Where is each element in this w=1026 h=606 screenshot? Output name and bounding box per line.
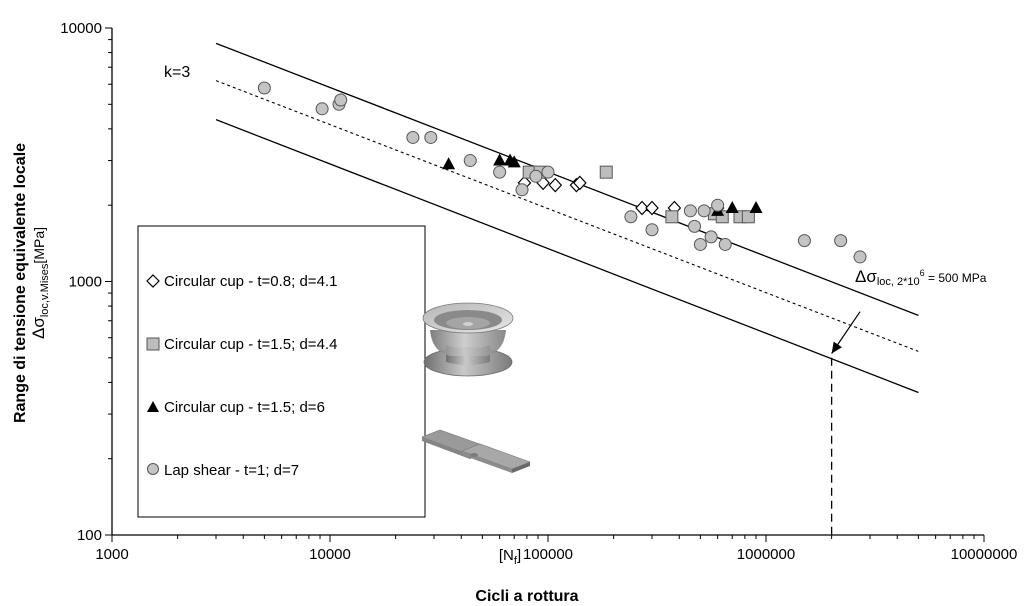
point-square-2 bbox=[599, 165, 613, 179]
point-circle-8 bbox=[515, 183, 529, 197]
fit-line-0 bbox=[215, 42, 919, 317]
point-circle-14 bbox=[688, 219, 702, 233]
legend-label-0: Circular cup - t=0.8; d=4.1 bbox=[164, 273, 337, 290]
y-tick-label-2: 10000 bbox=[60, 20, 102, 37]
x-tick-label-3: 1000000 bbox=[737, 546, 795, 563]
point-circle-4 bbox=[406, 130, 420, 144]
point-circle-22 bbox=[853, 250, 867, 264]
legend-label-2: Circular cup - t=1.5; d=6 bbox=[164, 399, 325, 416]
point-circle-20 bbox=[797, 234, 811, 248]
legend-item-2: Circular cup - t=1.5; d=6 bbox=[147, 399, 325, 416]
point-circle-18 bbox=[711, 198, 725, 212]
point-circle-13 bbox=[683, 204, 697, 218]
point-circle-6 bbox=[463, 154, 477, 168]
point-diamond-7 bbox=[645, 200, 659, 216]
fit-line-2 bbox=[215, 119, 919, 394]
point-circle-10 bbox=[541, 165, 555, 179]
point-circle-1 bbox=[315, 102, 329, 116]
x-tick-label-2: 100000 bbox=[523, 546, 573, 563]
point-diamond-6 bbox=[635, 200, 649, 216]
point-square-3 bbox=[665, 210, 679, 224]
x-tick-label-1: 10000 bbox=[309, 546, 351, 563]
legend-item-3: Lap shear - t=1; d=7 bbox=[147, 462, 299, 479]
point-triangle-1 bbox=[493, 153, 507, 166]
legend-marker-triangle bbox=[147, 401, 159, 412]
point-circle-3 bbox=[334, 93, 348, 107]
y-tick-label-0: 100 bbox=[77, 527, 102, 544]
legend-label-1: Circular cup - t=1.5; d=4.4 bbox=[164, 336, 337, 353]
point-square-7 bbox=[741, 210, 755, 224]
point-circle-7 bbox=[493, 165, 507, 179]
point-circle-15 bbox=[693, 237, 707, 251]
point-circle-11 bbox=[624, 210, 638, 224]
legend-marker-square bbox=[146, 337, 160, 351]
annotation-arrow bbox=[831, 311, 861, 354]
x-tick-label-0: 1000 bbox=[95, 546, 128, 563]
y-axis-unit: Δσloc,v.Mises[MPa] bbox=[29, 227, 51, 339]
legend: Circular cup - t=0.8; d=4.1 Circular cup… bbox=[137, 225, 426, 518]
x-axis-title: Cicli a rottura bbox=[475, 588, 578, 605]
point-triangle-3 bbox=[507, 155, 521, 168]
x-axis-extra-label: [Nf] bbox=[499, 547, 521, 567]
point-triangle-0 bbox=[442, 157, 456, 170]
axes: 1000 10000 100000 1000000 10000000 100 1000 100… bbox=[60, 20, 1017, 563]
point-circle-16 bbox=[697, 204, 711, 218]
point-circle-21 bbox=[834, 234, 848, 248]
fit-lines bbox=[215, 42, 919, 535]
arrow-head bbox=[831, 341, 842, 354]
point-circle-12 bbox=[645, 223, 659, 237]
point-diamond-5 bbox=[573, 175, 587, 191]
slope-annotation: k=3 bbox=[164, 64, 190, 81]
point-circle-5 bbox=[424, 130, 438, 144]
point-circle-17 bbox=[704, 230, 718, 244]
x-tick-label-4: 10000000 bbox=[951, 546, 1018, 563]
point-triangle-5 bbox=[725, 200, 739, 213]
lap-shear-illustration bbox=[421, 429, 531, 473]
y-axis-title: Range di tensione equivalente locale bbox=[12, 143, 29, 423]
delta-annotation: Δσloc, 2*106 = 500 MPa bbox=[855, 267, 987, 288]
y-tick-label-1: 1000 bbox=[69, 274, 102, 291]
point-circle-0 bbox=[257, 81, 271, 95]
legend-item-1: Circular cup - t=1.5; d=4.4 bbox=[146, 336, 337, 353]
legend-marker-circle bbox=[147, 463, 159, 475]
legend-box bbox=[137, 225, 426, 518]
legend-item-0: Circular cup - t=0.8; d=4.1 bbox=[146, 273, 337, 290]
point-diamond-3 bbox=[548, 177, 563, 193]
legend-label-3: Lap shear - t=1; d=7 bbox=[164, 462, 299, 479]
legend-marker-diamond bbox=[146, 274, 160, 288]
data-markers bbox=[257, 81, 867, 264]
point-triangle-6 bbox=[749, 200, 763, 213]
point-circle-9 bbox=[529, 169, 543, 183]
point-circle-19 bbox=[718, 237, 732, 251]
circular-cup-illustration bbox=[422, 302, 514, 377]
